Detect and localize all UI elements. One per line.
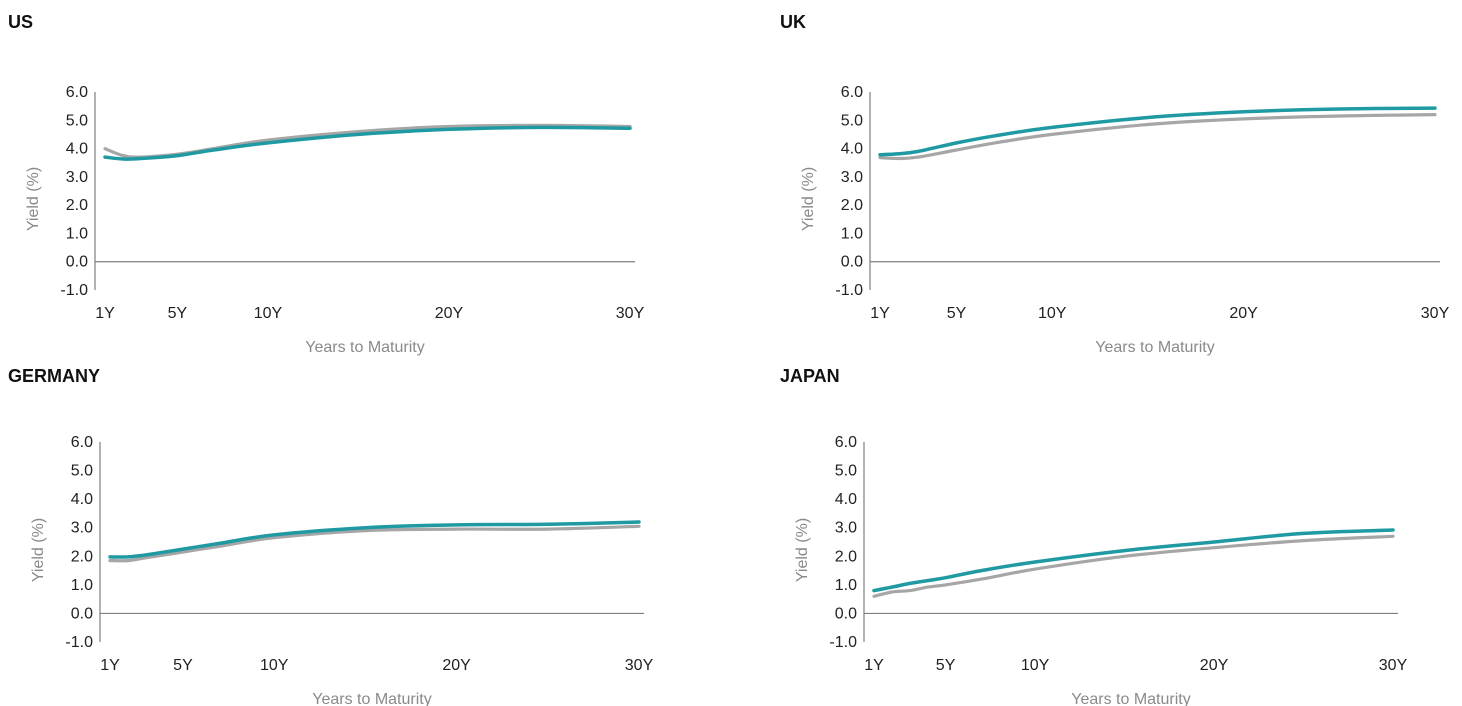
y-tick-label: -1.0	[829, 634, 857, 651]
x-tick-label: 10Y	[1021, 657, 1050, 674]
x-tick-label: 20Y	[1200, 657, 1229, 674]
x-tick-label: 30Y	[625, 657, 654, 674]
series-line-previous	[874, 536, 1393, 596]
y-tick-label: 3.0	[66, 169, 88, 186]
y-tick-label: 1.0	[71, 577, 93, 594]
y-tick-label: 5.0	[71, 463, 93, 480]
x-tick-label: 10Y	[260, 657, 289, 674]
x-axis-title: Years to Maturity	[1095, 339, 1214, 356]
y-tick-label: 5.0	[841, 112, 863, 129]
x-tick-label: 5Y	[168, 305, 188, 322]
y-tick-label: 6.0	[66, 84, 88, 101]
y-tick-label: 3.0	[835, 520, 857, 537]
y-tick-label: 4.0	[71, 491, 93, 508]
y-tick-label: -1.0	[60, 282, 88, 299]
y-tick-label: 5.0	[835, 463, 857, 480]
x-tick-label: 20Y	[435, 305, 464, 322]
y-tick-label: 6.0	[71, 434, 93, 451]
y-tick-label: 0.0	[71, 605, 93, 622]
x-tick-label: 30Y	[1379, 657, 1408, 674]
y-axis-title: Yield (%)	[30, 518, 47, 582]
x-axis-title: Years to Maturity	[1071, 691, 1190, 706]
y-tick-label: -1.0	[65, 634, 93, 651]
chart-us: 6.0 5.0 4.0 3.0 2.0 1.0 0.0 -1.0 1Y 5Y 10Y 20Y 30Y Ye…	[8, 12, 668, 362]
x-tick-label: 1Y	[100, 657, 120, 674]
chart-panel-us: US 6.0 5.0 4.0 3.0 2.0 1.0 0.0 -1.0 1Y 5Y 10Y 20Y 30…	[8, 12, 668, 362]
y-tick-label: 2.0	[71, 548, 93, 565]
x-tick-label: 20Y	[442, 657, 471, 674]
y-tick-label: 0.0	[66, 254, 88, 271]
y-tick-label: 0.0	[835, 605, 857, 622]
chart-germany: 6.0 5.0 4.0 3.0 2.0 1.0 0.0 -1.0 1Y 5Y 10Y 20Y 30Y Ye…	[8, 366, 668, 706]
x-tick-label: 30Y	[1421, 305, 1450, 322]
y-tick-label: 4.0	[841, 141, 863, 158]
y-tick-label: 1.0	[841, 225, 863, 242]
chart-uk: 6.0 5.0 4.0 3.0 2.0 1.0 0.0 -1.0 1Y 5Y 10Y 20Y 30Y Ye…	[780, 12, 1460, 362]
x-tick-label: 10Y	[254, 305, 283, 322]
y-axis-title: Yield (%)	[800, 167, 817, 231]
y-tick-label: 3.0	[71, 520, 93, 537]
y-tick-label: 3.0	[841, 169, 863, 186]
x-axis-title: Years to Maturity	[312, 691, 431, 706]
chart-panel-uk: UK 6.0 5.0 4.0 3.0 2.0 1.0 0.0 -1.0 1Y 5Y 10Y 20Y 30…	[780, 12, 1460, 362]
y-tick-label: 0.0	[841, 254, 863, 271]
y-tick-label: 1.0	[835, 577, 857, 594]
x-tick-label: 1Y	[870, 305, 890, 322]
series-line-current	[105, 127, 630, 159]
y-tick-label: 4.0	[835, 491, 857, 508]
y-tick-label: 1.0	[66, 225, 88, 242]
y-tick-label: -1.0	[835, 282, 863, 299]
chart-japan: 6.0 5.0 4.0 3.0 2.0 1.0 0.0 -1.0 1Y 5Y 10Y 20Y 30Y Ye…	[780, 366, 1460, 706]
x-tick-label: 30Y	[616, 305, 645, 322]
x-tick-label: 1Y	[864, 657, 884, 674]
x-tick-label: 10Y	[1038, 305, 1067, 322]
y-axis-title: Yield (%)	[25, 167, 42, 231]
y-tick-label: 6.0	[835, 434, 857, 451]
x-axis-title: Years to Maturity	[305, 339, 424, 356]
series-line-previous	[110, 526, 639, 560]
chart-panel-germany: GERMANY 6.0 5.0 4.0 3.0 2.0 1.0 0.0 -1.0 1Y 5Y 10Y…	[8, 366, 668, 706]
y-tick-label: 5.0	[66, 112, 88, 129]
x-tick-label: 5Y	[947, 305, 967, 322]
y-tick-label: 2.0	[66, 197, 88, 214]
y-tick-label: 4.0	[66, 141, 88, 158]
y-tick-label: 6.0	[841, 84, 863, 101]
x-tick-label: 5Y	[936, 657, 956, 674]
series-line-previous	[105, 125, 630, 157]
y-tick-label: 2.0	[841, 197, 863, 214]
y-axis-title: Yield (%)	[794, 518, 811, 582]
y-tick-label: 2.0	[835, 548, 857, 565]
x-tick-label: 5Y	[173, 657, 193, 674]
chart-panel-japan: JAPAN 6.0 5.0 4.0 3.0 2.0 1.0 0.0 -1.0 1Y 5Y 10Y 20…	[780, 366, 1460, 706]
x-tick-label: 1Y	[95, 305, 115, 322]
series-line-previous	[880, 115, 1435, 159]
x-tick-label: 20Y	[1229, 305, 1258, 322]
